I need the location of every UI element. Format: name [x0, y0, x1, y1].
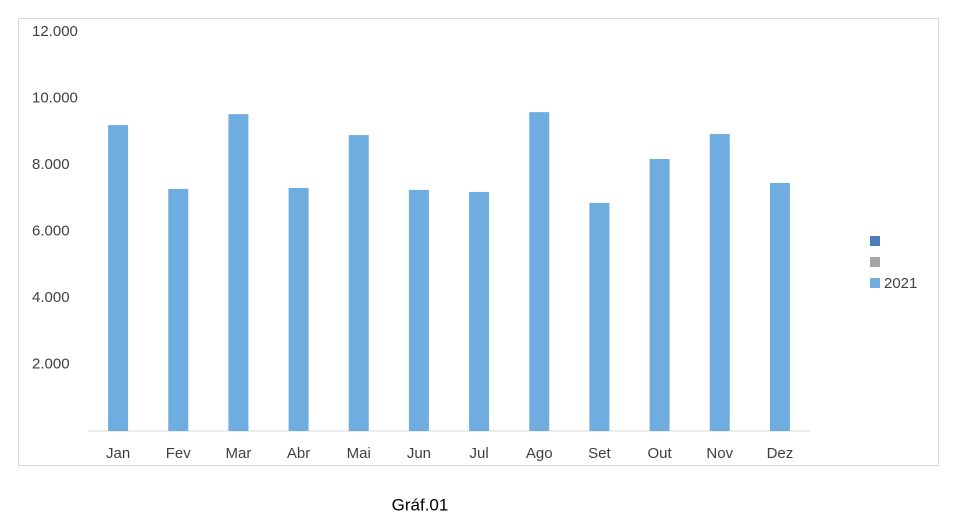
x-tick-label: Ago: [526, 445, 553, 462]
x-tick-label: Nov: [706, 445, 733, 462]
y-tick-label: 4.000: [32, 289, 70, 306]
x-tick-label: Abr: [287, 445, 310, 462]
bar: [108, 125, 129, 431]
x-tick-label: Fev: [166, 445, 192, 462]
legend-swatch: [870, 236, 880, 246]
legend-swatch: [870, 257, 880, 267]
x-tick-label: Mar: [225, 445, 251, 462]
legend-label: 2021: [884, 275, 917, 292]
x-tick-label: Dez: [767, 445, 794, 462]
legend-swatch: [870, 278, 880, 288]
bar: [168, 188, 189, 431]
x-tick-label: Jul: [469, 445, 488, 462]
x-tick-label: Jan: [106, 445, 130, 462]
bar: [529, 112, 550, 431]
bar: [288, 187, 309, 431]
y-tick-label: 6.000: [32, 222, 70, 239]
bar: [408, 189, 429, 431]
bar: [769, 182, 790, 431]
bar: [348, 135, 369, 431]
x-tick-label: Set: [588, 445, 611, 462]
bar: [589, 202, 610, 431]
x-tick-label: Jun: [407, 445, 431, 462]
y-tick-label: 10.000: [32, 89, 78, 106]
bar: [469, 191, 490, 431]
y-tick-label: 12.000: [32, 23, 78, 40]
y-tick-label: 2.000: [32, 355, 70, 372]
caption: Gráf.01: [392, 495, 449, 514]
x-tick-label: Mai: [347, 445, 371, 462]
bar: [228, 114, 249, 431]
bar: [709, 134, 730, 431]
bar: [649, 159, 670, 431]
x-tick-label: Out: [647, 445, 672, 462]
y-tick-label: 8.000: [32, 156, 70, 173]
